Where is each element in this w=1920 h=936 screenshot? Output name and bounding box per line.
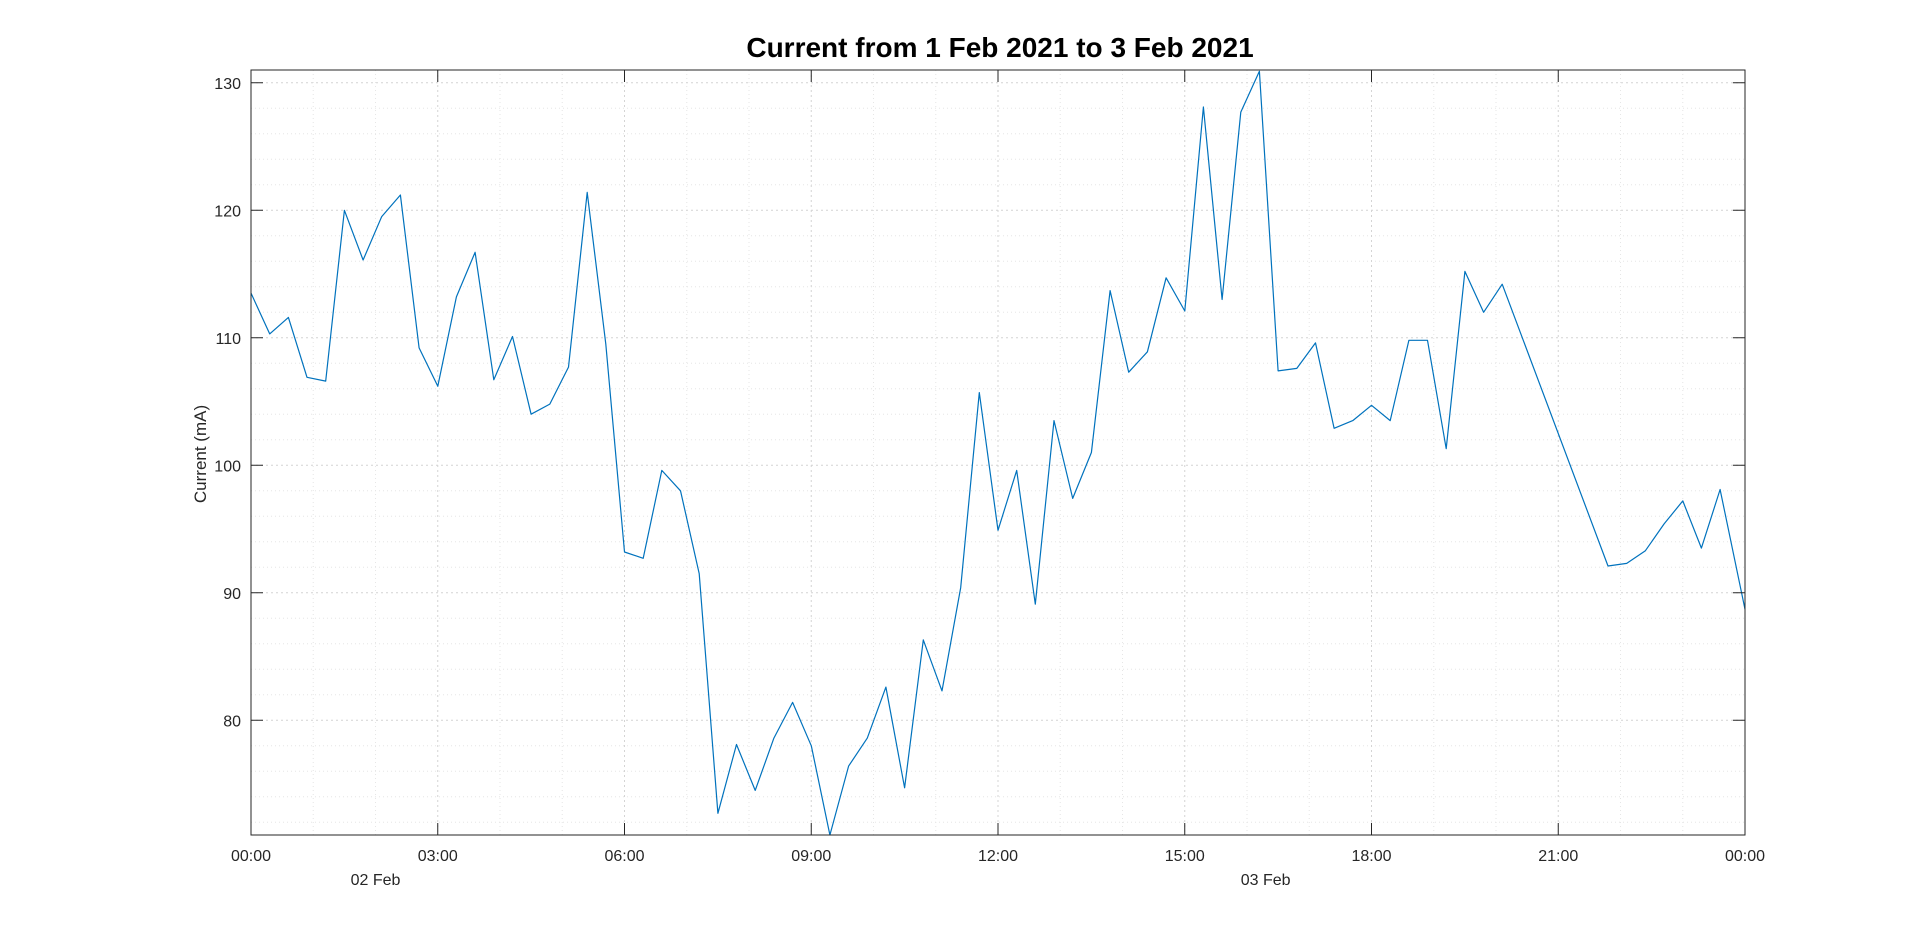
chart-title: Current from 1 Feb 2021 to 3 Feb 2021 bbox=[746, 32, 1253, 63]
axis-ticks bbox=[250, 70, 1746, 835]
minor-grid bbox=[251, 70, 1745, 835]
y-tick-label: 90 bbox=[223, 586, 241, 603]
y-tick-labels: 80 90 100 110 120 130 bbox=[214, 76, 241, 731]
x-tick-label: 12:00 bbox=[978, 848, 1018, 865]
x-tick-label: 15:00 bbox=[1165, 848, 1205, 865]
y-tick-label: 80 bbox=[223, 713, 241, 730]
x-tick-label: 03:00 bbox=[418, 848, 458, 865]
y-tick-label: 120 bbox=[214, 203, 241, 220]
major-grid bbox=[251, 70, 1745, 835]
x-tick-label: 06:00 bbox=[604, 848, 644, 865]
date-label: 02 Feb bbox=[351, 872, 401, 889]
date-labels: 02 Feb 03 Feb bbox=[351, 872, 1291, 889]
y-tick-label: 130 bbox=[214, 76, 241, 93]
x-tick-label: 00:00 bbox=[231, 848, 271, 865]
x-tick-label: 00:00 bbox=[1725, 848, 1765, 865]
x-tick-label: 21:00 bbox=[1538, 848, 1578, 865]
y-tick-label: 110 bbox=[215, 331, 241, 348]
series-layer bbox=[251, 70, 1745, 835]
x-tick-label: 18:00 bbox=[1351, 848, 1391, 865]
y-axis-label: Current (mA) bbox=[191, 405, 210, 503]
x-tick-labels: 00:00 03:00 06:00 09:00 12:00 15:00 18:00 21:00… bbox=[231, 848, 1765, 865]
date-label: 03 Feb bbox=[1241, 872, 1291, 889]
x-tick-label: 09:00 bbox=[791, 848, 831, 865]
series-line bbox=[251, 70, 1745, 835]
y-tick-label: 100 bbox=[214, 458, 241, 475]
